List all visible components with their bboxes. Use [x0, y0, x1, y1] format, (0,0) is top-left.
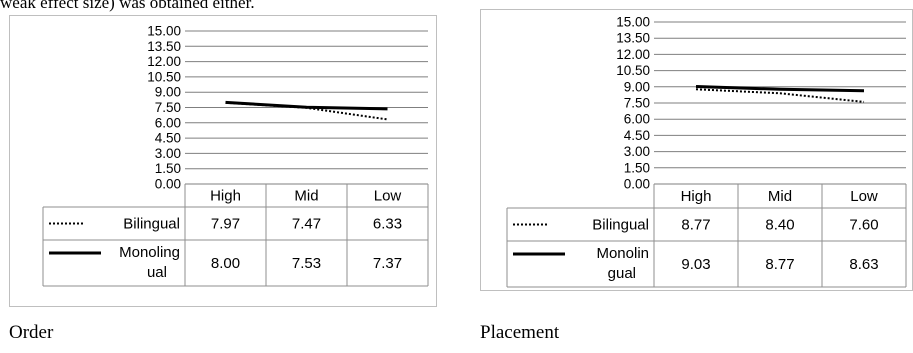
category-label: High [210, 188, 241, 205]
data-value: 9.03 [681, 256, 710, 273]
y-tick-label: 9.00 [624, 79, 650, 94]
data-value: 7.47 [292, 216, 321, 233]
y-tick-label: 0.00 [155, 177, 181, 192]
data-value: 7.37 [373, 255, 402, 272]
placement-chart-frame: 15.00 13.50 12.00 10.50 9.00 7.50 6.00 4.50 3.00… [480, 9, 913, 291]
series-label: ual [147, 264, 167, 281]
data-value: 8.63 [849, 256, 878, 273]
y-tick-label: 4.50 [624, 128, 650, 143]
y-tick-label: 13.50 [147, 39, 181, 54]
y-tick-label: 7.50 [624, 96, 650, 111]
y-tick-label: 1.50 [155, 161, 181, 176]
clipped-body-text: weak effect size) was obtained either. [0, 0, 255, 12]
placement-caption: Placement [480, 322, 560, 343]
category-label: High [681, 188, 712, 205]
y-tick-label: 6.00 [155, 115, 181, 130]
y-tick-label: 4.50 [155, 131, 181, 146]
series-label: Bilingual [123, 216, 180, 233]
category-label: Low [850, 188, 878, 205]
series-label: gual [608, 265, 636, 282]
data-value: 8.00 [211, 255, 240, 272]
y-tick-label: 9.00 [155, 85, 181, 100]
y-tick-label: 13.50 [616, 31, 650, 46]
series-line-monolingual [225, 100, 388, 111]
y-tick-label: 6.00 [624, 112, 650, 127]
data-value: 7.53 [292, 255, 321, 272]
order-chart: 15.0013.5012.0010.509.007.506.004.503.00… [42, 24, 429, 287]
category-label: Mid [768, 188, 792, 205]
category-label: Low [374, 188, 402, 205]
y-tick-label: 10.50 [616, 63, 650, 78]
order-caption: Order [9, 322, 54, 343]
y-tick-label: 0.00 [624, 177, 650, 192]
series-label: Monoling [119, 244, 180, 261]
data-value: 8.40 [765, 217, 794, 234]
y-tick-label: 12.00 [616, 47, 650, 62]
series-label: Monolin [596, 245, 649, 262]
data-value: 6.33 [373, 216, 402, 233]
series-label: Bilingual [592, 217, 649, 234]
y-tick-label: 1.50 [624, 160, 650, 175]
y-tick-label: 3.00 [624, 144, 650, 159]
data-value: 8.77 [681, 217, 710, 234]
data-value: 7.97 [211, 216, 240, 233]
y-tick-label: 15.00 [616, 15, 650, 30]
series-line-monolingual [695, 84, 865, 93]
order-chart-frame: 15.00 13.50 12.00 10.50 9.00 7.50 6.00 4.50 3.00… [9, 15, 437, 307]
y-tick-label: 12.00 [147, 54, 181, 69]
y-tick-label: 15.00 [147, 24, 181, 39]
series-line-bilingual [695, 88, 865, 103]
category-label: Mid [294, 188, 318, 205]
data-value: 7.60 [849, 217, 878, 234]
y-tick-label: 10.50 [147, 69, 181, 84]
y-tick-label: 7.50 [155, 100, 181, 115]
y-tick-label: 3.00 [155, 146, 181, 161]
data-value: 8.77 [765, 256, 794, 273]
